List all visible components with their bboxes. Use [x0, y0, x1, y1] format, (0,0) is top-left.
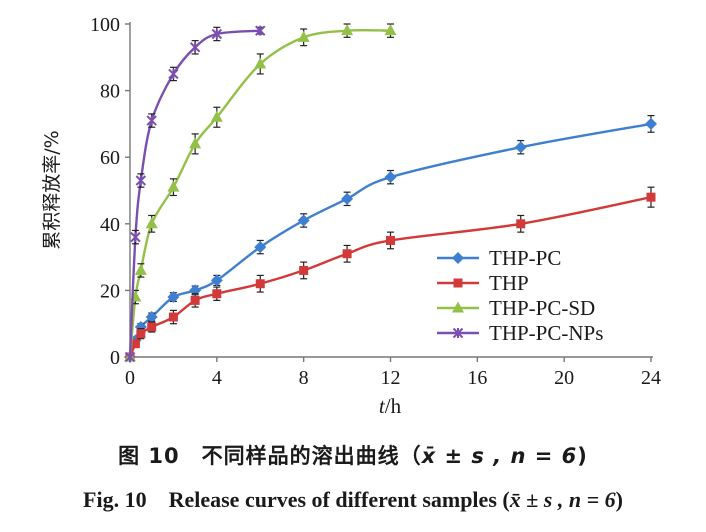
legend-label: THP-PC-SD	[489, 296, 595, 320]
data-point	[255, 279, 265, 289]
data-point	[189, 42, 201, 53]
y-tick-label: 100	[90, 14, 120, 36]
data-point	[341, 192, 354, 205]
y-tick-label: 20	[100, 280, 120, 302]
data-point	[189, 137, 202, 149]
x-tick-label: 24	[641, 367, 661, 389]
legend-marker	[452, 252, 464, 264]
data-point	[134, 263, 147, 275]
data-point	[386, 235, 395, 245]
data-point	[384, 171, 397, 184]
legend-item: THP-PC-SD	[437, 296, 595, 320]
caption-english-suffix: )	[615, 487, 623, 512]
x-axis-label-unit: /h	[385, 394, 402, 418]
caption-english: Fig. 10 Release curves of different samp…	[0, 482, 706, 514]
caption-chinese: 图 10 不同样品的溶出曲线（x̄ ± s , n = 6)	[0, 440, 706, 470]
data-point	[190, 295, 200, 305]
data-point	[210, 274, 223, 287]
data-point	[147, 322, 157, 332]
data-point	[299, 265, 309, 275]
data-point	[211, 28, 223, 40]
data-point	[212, 289, 222, 299]
data-point	[124, 351, 136, 363]
x-axis-label-var: t	[379, 394, 386, 418]
data-point	[645, 117, 657, 130]
series-thp-pc-nps	[124, 25, 266, 363]
legend-label: THP	[489, 271, 529, 295]
caption-english-prefix: Fig. 10 Release curves of different samp…	[83, 487, 510, 512]
data-point	[168, 312, 178, 322]
legend-marker	[452, 301, 464, 313]
data-point	[168, 68, 179, 80]
x-tick-label: 16	[467, 367, 487, 389]
data-point	[210, 110, 223, 122]
legend-item: THP-PC	[437, 246, 561, 270]
legend-item: THP-PC-NPs	[437, 321, 603, 345]
data-point	[167, 291, 180, 304]
data-point	[254, 241, 267, 254]
caption-english-stat: x̄ ± s , n = 6	[509, 487, 616, 512]
data-point	[297, 30, 310, 42]
data-point	[145, 311, 158, 324]
data-point	[254, 57, 267, 69]
data-point	[384, 24, 397, 36]
plot-area	[124, 23, 657, 363]
y-axis-label: 累积释放率/%	[41, 130, 63, 249]
series-thp	[125, 186, 656, 362]
x-tick-label: 4	[212, 367, 222, 389]
data-point	[130, 339, 140, 349]
x-tick-label: 0	[125, 367, 135, 389]
legend-label: THP-PC	[489, 246, 561, 270]
data-point	[135, 175, 147, 186]
y-tick-label: 60	[100, 147, 120, 169]
legend-label: THP-PC-NPs	[489, 321, 603, 345]
legend-marker	[453, 278, 463, 288]
caption-chinese-prefix: 图 10 不同样品的溶出曲线（	[118, 444, 422, 468]
data-point	[516, 219, 526, 229]
data-point	[514, 141, 527, 154]
legend-marker	[452, 327, 464, 339]
legend-item: THP	[437, 271, 529, 295]
series-line	[128, 29, 261, 358]
data-point	[646, 192, 656, 202]
x-tick-label: 8	[299, 367, 309, 389]
x-tick-label: 20	[554, 367, 574, 389]
x-axis-label: t/h	[379, 394, 402, 418]
y-tick-label: 40	[100, 214, 120, 236]
data-point	[146, 115, 157, 126]
data-point	[167, 180, 180, 192]
data-point	[297, 214, 310, 227]
data-point	[255, 25, 266, 36]
data-point	[341, 24, 354, 36]
x-tick-label: 12	[381, 367, 401, 389]
caption-chinese-stat: x̄ ± s , n = 6	[421, 444, 578, 468]
y-tick-label: 0	[110, 347, 120, 369]
data-point	[342, 249, 352, 259]
y-tick-label: 80	[100, 81, 120, 103]
caption-chinese-suffix: )	[577, 444, 588, 468]
data-point	[136, 329, 146, 339]
axes: 0 20 40 60 80 100 0 4 8 12 16 20 24	[90, 14, 661, 389]
data-point	[145, 217, 158, 229]
data-point	[130, 231, 141, 243]
